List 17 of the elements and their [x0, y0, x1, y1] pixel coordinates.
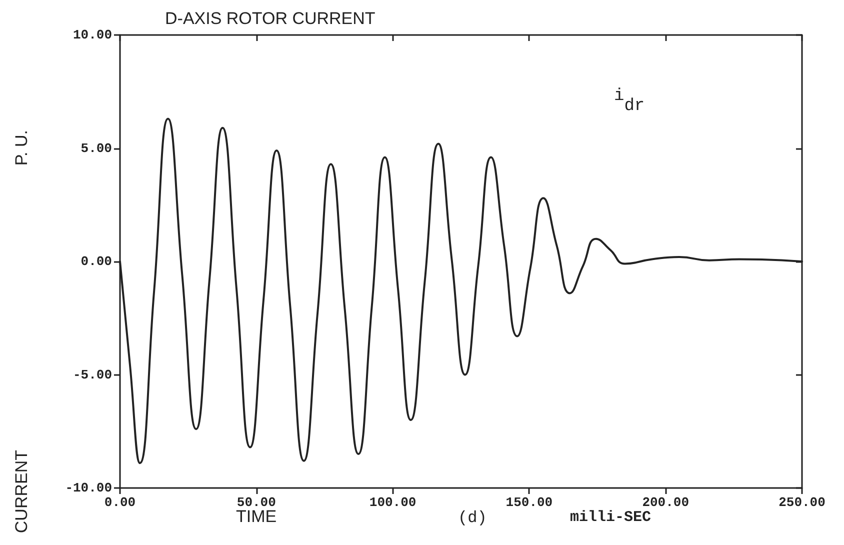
x-tick-label: 100.00 [369, 495, 416, 510]
x-tick-label: 150.00 [506, 495, 553, 510]
text: P. U. [12, 130, 31, 166]
y-axis-title: CURRENT [12, 450, 31, 534]
x-tick-label: 250.00 [778, 495, 826, 510]
y-tick-label: 0.00 [80, 254, 112, 269]
x-axis-title: TIME [236, 507, 277, 526]
x-tick-label: 50.00 [236, 495, 276, 510]
chart-title: D-AXIS ROTOR CURRENT [165, 9, 376, 28]
y-tick-label: 10.00 [72, 28, 112, 42]
y-tick-label: -10.00 [65, 480, 112, 496]
y-tick-label: -5.00 [72, 367, 112, 382]
text: milli-SEC [570, 509, 652, 526]
text: (d) [458, 509, 487, 527]
y-tick-label: 5.00 [80, 140, 112, 156]
x-tick-label: 200.00 [642, 495, 690, 510]
x-tick-label: 0.00 [104, 495, 136, 510]
